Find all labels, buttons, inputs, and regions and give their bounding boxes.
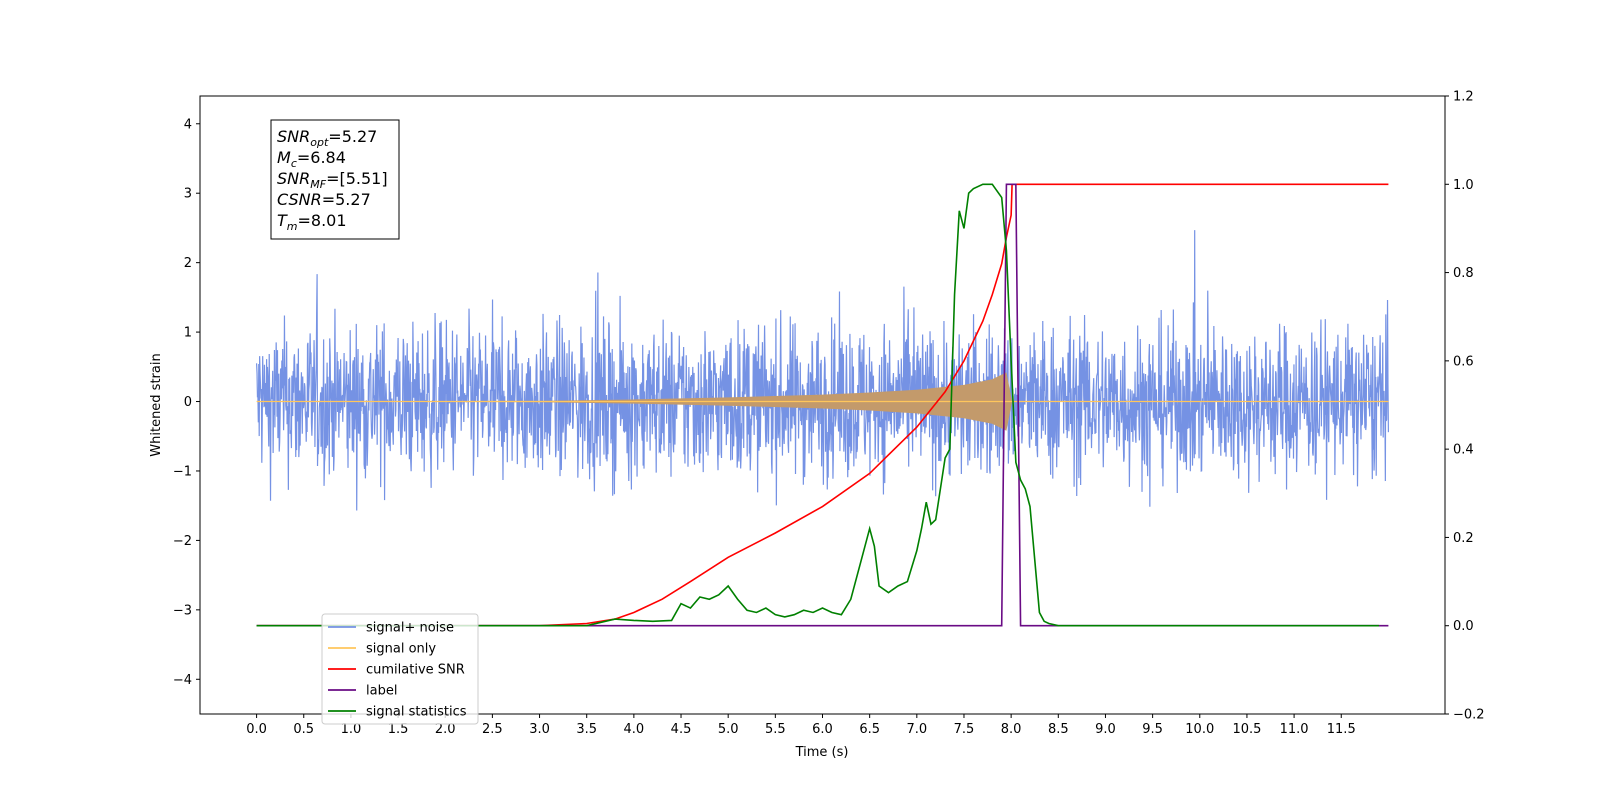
y2-tick-label: 0.2	[1453, 531, 1474, 546]
x-tick-label: 11.5	[1327, 722, 1356, 737]
annotation-symbol: SNR	[277, 127, 310, 146]
x-tick-label: 5.0	[718, 722, 739, 737]
y-axis-left: 4 3 2 1 0 −1 −2 −3 −4	[173, 117, 200, 688]
x-tick-label: 5.5	[765, 722, 786, 737]
y2-tick-label: 0.6	[1453, 354, 1474, 369]
x-tick-label: 8.5	[1048, 722, 1069, 737]
x-tick-label: 0.5	[293, 722, 314, 737]
y-tick-label: −3	[173, 603, 192, 618]
series-line-cumilative-snr	[256, 183, 1389, 627]
plot-area	[255, 183, 1390, 627]
y2-tick-label: 1.0	[1453, 178, 1474, 193]
annotation-symbol: SNR	[277, 169, 310, 188]
legend-label: signal statistics	[366, 705, 467, 720]
annotation-line: SNRMF=[5.51]	[277, 169, 388, 191]
x-tick-label: 4.0	[624, 722, 645, 737]
x-tick-label: 3.0	[529, 722, 550, 737]
legend-label: signal only	[366, 642, 436, 657]
annotation-box: SNRopt=5.27Mc=6.84SNRMF=[5.51]CSNR=5.27T…	[270, 119, 400, 240]
x-tick-label: 10.0	[1185, 722, 1214, 737]
annotation-symbol: CSNR	[277, 190, 322, 209]
x-tick-label: 9.5	[1142, 722, 1163, 737]
x-axis-label: Time (s)	[795, 745, 849, 760]
annotation-value: =[5.51]	[326, 169, 388, 188]
y-tick-label: 1	[184, 326, 192, 341]
x-tick-label: 4.5	[671, 722, 692, 737]
x-tick-label: 9.0	[1095, 722, 1116, 737]
legend-label: cumilative SNR	[366, 663, 465, 678]
x-tick-label: 6.5	[859, 722, 880, 737]
annotation-line: Mc=6.84	[277, 148, 346, 170]
y-tick-label: 2	[184, 256, 192, 271]
annotation-symbol: M	[277, 148, 291, 167]
legend-frame	[321, 613, 479, 725]
x-tick-label: 0.0	[246, 722, 267, 737]
annotation-line: Tm=8.01	[277, 211, 347, 233]
annotation-frame	[270, 119, 400, 240]
series-line-signal-noise	[255, 230, 1390, 511]
x-tick-label: 10.5	[1232, 722, 1261, 737]
x-tick-label: 7.0	[906, 722, 927, 737]
y-tick-label: −1	[173, 464, 192, 479]
x-tick-label: 3.5	[576, 722, 597, 737]
y2-tick-label: 0.8	[1453, 266, 1474, 281]
annotation-value: =8.01	[298, 211, 347, 230]
legend-label: signal+ noise	[366, 621, 454, 636]
x-tick-label: 2.0	[435, 722, 456, 737]
x-tick-label: 8.0	[1001, 722, 1022, 737]
annotation-subscript: c	[291, 157, 297, 170]
annotation-value: =6.84	[297, 148, 346, 167]
annotation-value: =5.27	[322, 190, 371, 209]
x-tick-label: 1.0	[341, 722, 362, 737]
x-tick-label: 11.0	[1280, 722, 1309, 737]
annotation-value: =5.27	[328, 127, 377, 146]
y2-tick-label: 0.0	[1453, 619, 1474, 634]
y-tick-label: −2	[173, 534, 192, 549]
annotation-subscript: opt	[310, 136, 329, 149]
x-tick-label: 6.0	[812, 722, 833, 737]
annotation-line: SNRopt=5.27	[277, 127, 377, 149]
y-axis-right: 1.2 1.0 0.8 0.6 0.4 0.2 0.0 −0.2	[1445, 90, 1485, 723]
annotation-line: CSNR=5.27	[277, 190, 371, 209]
y-tick-label: 0	[184, 395, 192, 410]
x-tick-label: 7.5	[954, 722, 975, 737]
x-tick-label: 2.5	[482, 722, 503, 737]
y-tick-label: 4	[184, 117, 192, 132]
y2-tick-label: 1.2	[1453, 90, 1474, 105]
annotation-subscript: MF	[310, 178, 326, 191]
y-axis-label: Whitened strain	[149, 353, 164, 456]
x-axis: 0.0 0.5 1.0 1.5 2.0 2.5 3.0 3.5 4.0 4.5 5.0 5.5 6.0 6…	[246, 714, 1356, 737]
y2-tick-label: 0.4	[1453, 443, 1474, 458]
legend-label: label	[366, 684, 397, 699]
y2-tick-label: −0.2	[1453, 708, 1485, 723]
series-line-signal-statistics	[256, 183, 1379, 627]
x-tick-label: 1.5	[388, 722, 409, 737]
y-tick-label: 3	[184, 187, 192, 202]
annotation-symbol: T	[277, 211, 288, 230]
annotation-subscript: m	[287, 220, 298, 233]
legend: signal+ noise signal only cumilative SNR la…	[321, 613, 479, 725]
y-tick-label: −4	[173, 673, 192, 688]
